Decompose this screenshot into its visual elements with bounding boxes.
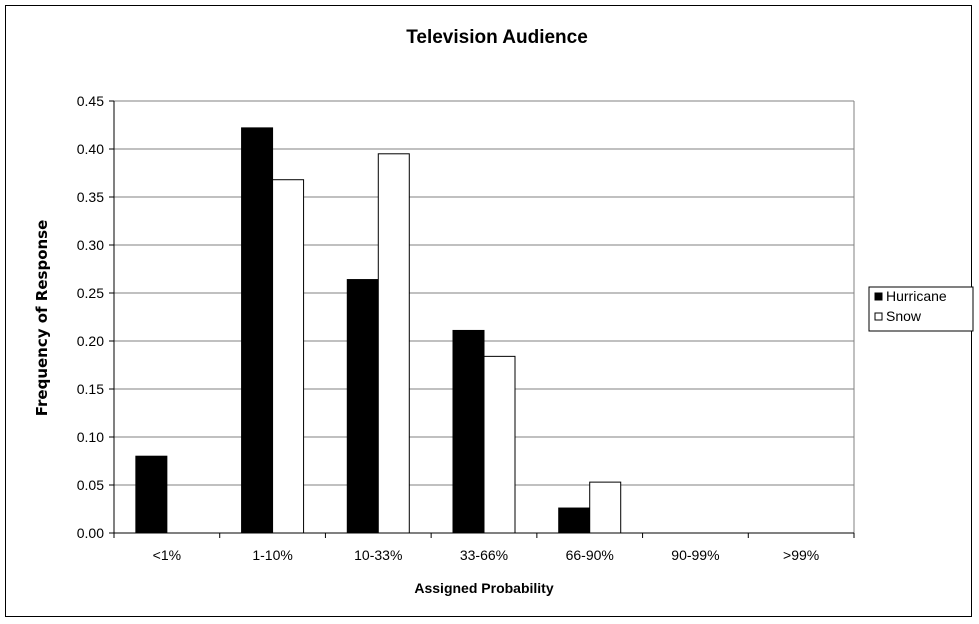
bar-hurricane: [135, 455, 168, 534]
y-tick-label: 0.20: [77, 333, 104, 349]
legend-swatch-hurricane: [874, 292, 883, 301]
chart-title: Television Audience: [406, 27, 588, 48]
x-axis-title: Assigned Probability: [414, 580, 553, 596]
x-tick-label: >99%: [783, 547, 819, 563]
y-axis-title: Frequency of Response: [33, 220, 51, 417]
x-tick-label: 1-10%: [252, 547, 292, 563]
y-tick-label: 0.35: [77, 189, 104, 205]
gridlines: [114, 100, 855, 533]
y-tick-label: 0.00: [77, 525, 104, 541]
bar-snow: [377, 153, 410, 534]
bar-snow: [483, 355, 516, 534]
legend-swatch-snow: [874, 312, 883, 321]
y-tick-label: 0.25: [77, 285, 104, 301]
x-tick-label: <1%: [153, 547, 181, 563]
bar-hurricane: [241, 127, 274, 534]
legend-box: [868, 286, 974, 332]
bar-snow: [589, 481, 622, 534]
y-tick-label: 0.10: [77, 429, 104, 445]
bar-hurricane: [452, 329, 485, 534]
x-tick-label: 33-66%: [460, 547, 508, 563]
bars: [135, 127, 622, 534]
legend: Hurricane Snow: [868, 286, 974, 332]
y-tick-label: 0.15: [77, 381, 104, 397]
bar-hurricane: [558, 507, 591, 534]
y-tick-label: 0.30: [77, 237, 104, 253]
bar-hurricane: [346, 279, 379, 534]
axes: 0.00 0.05 0.10 0.15 0.20 0.25 0.30 0.35 0.40 0.45…: [77, 93, 855, 563]
legend-label-hurricane: Hurricane: [886, 288, 947, 304]
x-tick-label: 10-33%: [354, 547, 402, 563]
y-tick-label: 0.05: [77, 477, 104, 493]
y-tick-label: 0.40: [77, 141, 104, 157]
legend-label-snow: Snow: [886, 308, 922, 324]
y-tick-label: 0.45: [77, 93, 104, 109]
x-tick-label: 90-99%: [671, 547, 719, 563]
bar-snow: [272, 179, 305, 534]
x-tick-label: 66-90%: [566, 547, 614, 563]
